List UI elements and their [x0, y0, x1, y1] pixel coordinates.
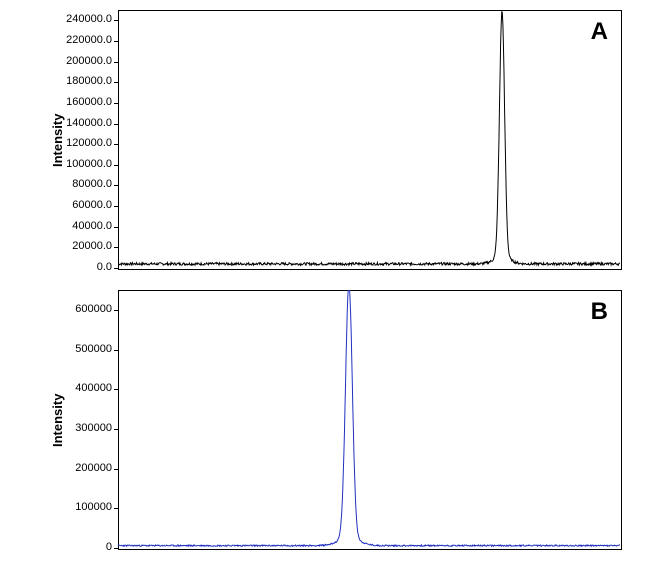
y-tick-label: 100000.0	[40, 158, 112, 170]
y-tick-label: 200000.0	[40, 55, 112, 67]
y-tick-mark	[114, 469, 118, 470]
y-tick-label: 400000	[40, 382, 112, 394]
y-axis-label-b: Intensity	[50, 394, 65, 447]
y-tick-mark	[114, 268, 118, 269]
y-tick-label: 0.0	[40, 261, 112, 273]
y-tick-mark	[114, 429, 118, 430]
panel-a: A Intensity 0.020000.040000.060000.08000…	[40, 10, 620, 270]
y-tick-mark	[114, 310, 118, 311]
y-tick-mark	[114, 350, 118, 351]
y-tick-mark	[114, 389, 118, 390]
y-tick-label: 20000.0	[40, 240, 112, 252]
chromatogram-trace-b	[40, 290, 622, 550]
y-tick-label: 140000.0	[40, 117, 112, 129]
y-tick-mark	[114, 548, 118, 549]
panel-b: B Intensity 0 100000 200000 300000 400000 500…	[40, 290, 620, 550]
y-tick-label: 160000.0	[40, 96, 112, 108]
y-tick-mark	[114, 62, 118, 63]
y-tick-mark	[114, 165, 118, 166]
y-tick-mark	[114, 124, 118, 125]
panel-label-a: A	[591, 18, 608, 46]
y-tick-label: 80000.0	[40, 178, 112, 190]
chromatogram-trace-a	[40, 10, 622, 270]
y-tick-mark	[114, 41, 118, 42]
y-tick-label: 500000	[40, 343, 112, 355]
y-tick-label: 200000	[40, 462, 112, 474]
y-tick-mark	[114, 227, 118, 228]
y-tick-label: 300000	[40, 422, 112, 434]
y-tick-mark	[114, 185, 118, 186]
panel-label-b: B	[591, 298, 608, 326]
y-tick-label: 0	[40, 541, 112, 553]
y-tick-label: 40000.0	[40, 220, 112, 232]
y-tick-label: 180000.0	[40, 75, 112, 87]
y-tick-mark	[114, 144, 118, 145]
y-tick-label: 240000.0	[40, 13, 112, 25]
y-tick-mark	[114, 20, 118, 21]
y-tick-label: 600000	[40, 303, 112, 315]
y-tick-label: 100000	[40, 501, 112, 513]
y-tick-mark	[114, 508, 118, 509]
y-tick-label: 60000.0	[40, 199, 112, 211]
y-tick-label: 220000.0	[40, 34, 112, 46]
y-tick-label: 120000.0	[40, 137, 112, 149]
y-tick-mark	[114, 82, 118, 83]
y-tick-mark	[114, 103, 118, 104]
y-tick-mark	[114, 206, 118, 207]
y-tick-mark	[114, 247, 118, 248]
